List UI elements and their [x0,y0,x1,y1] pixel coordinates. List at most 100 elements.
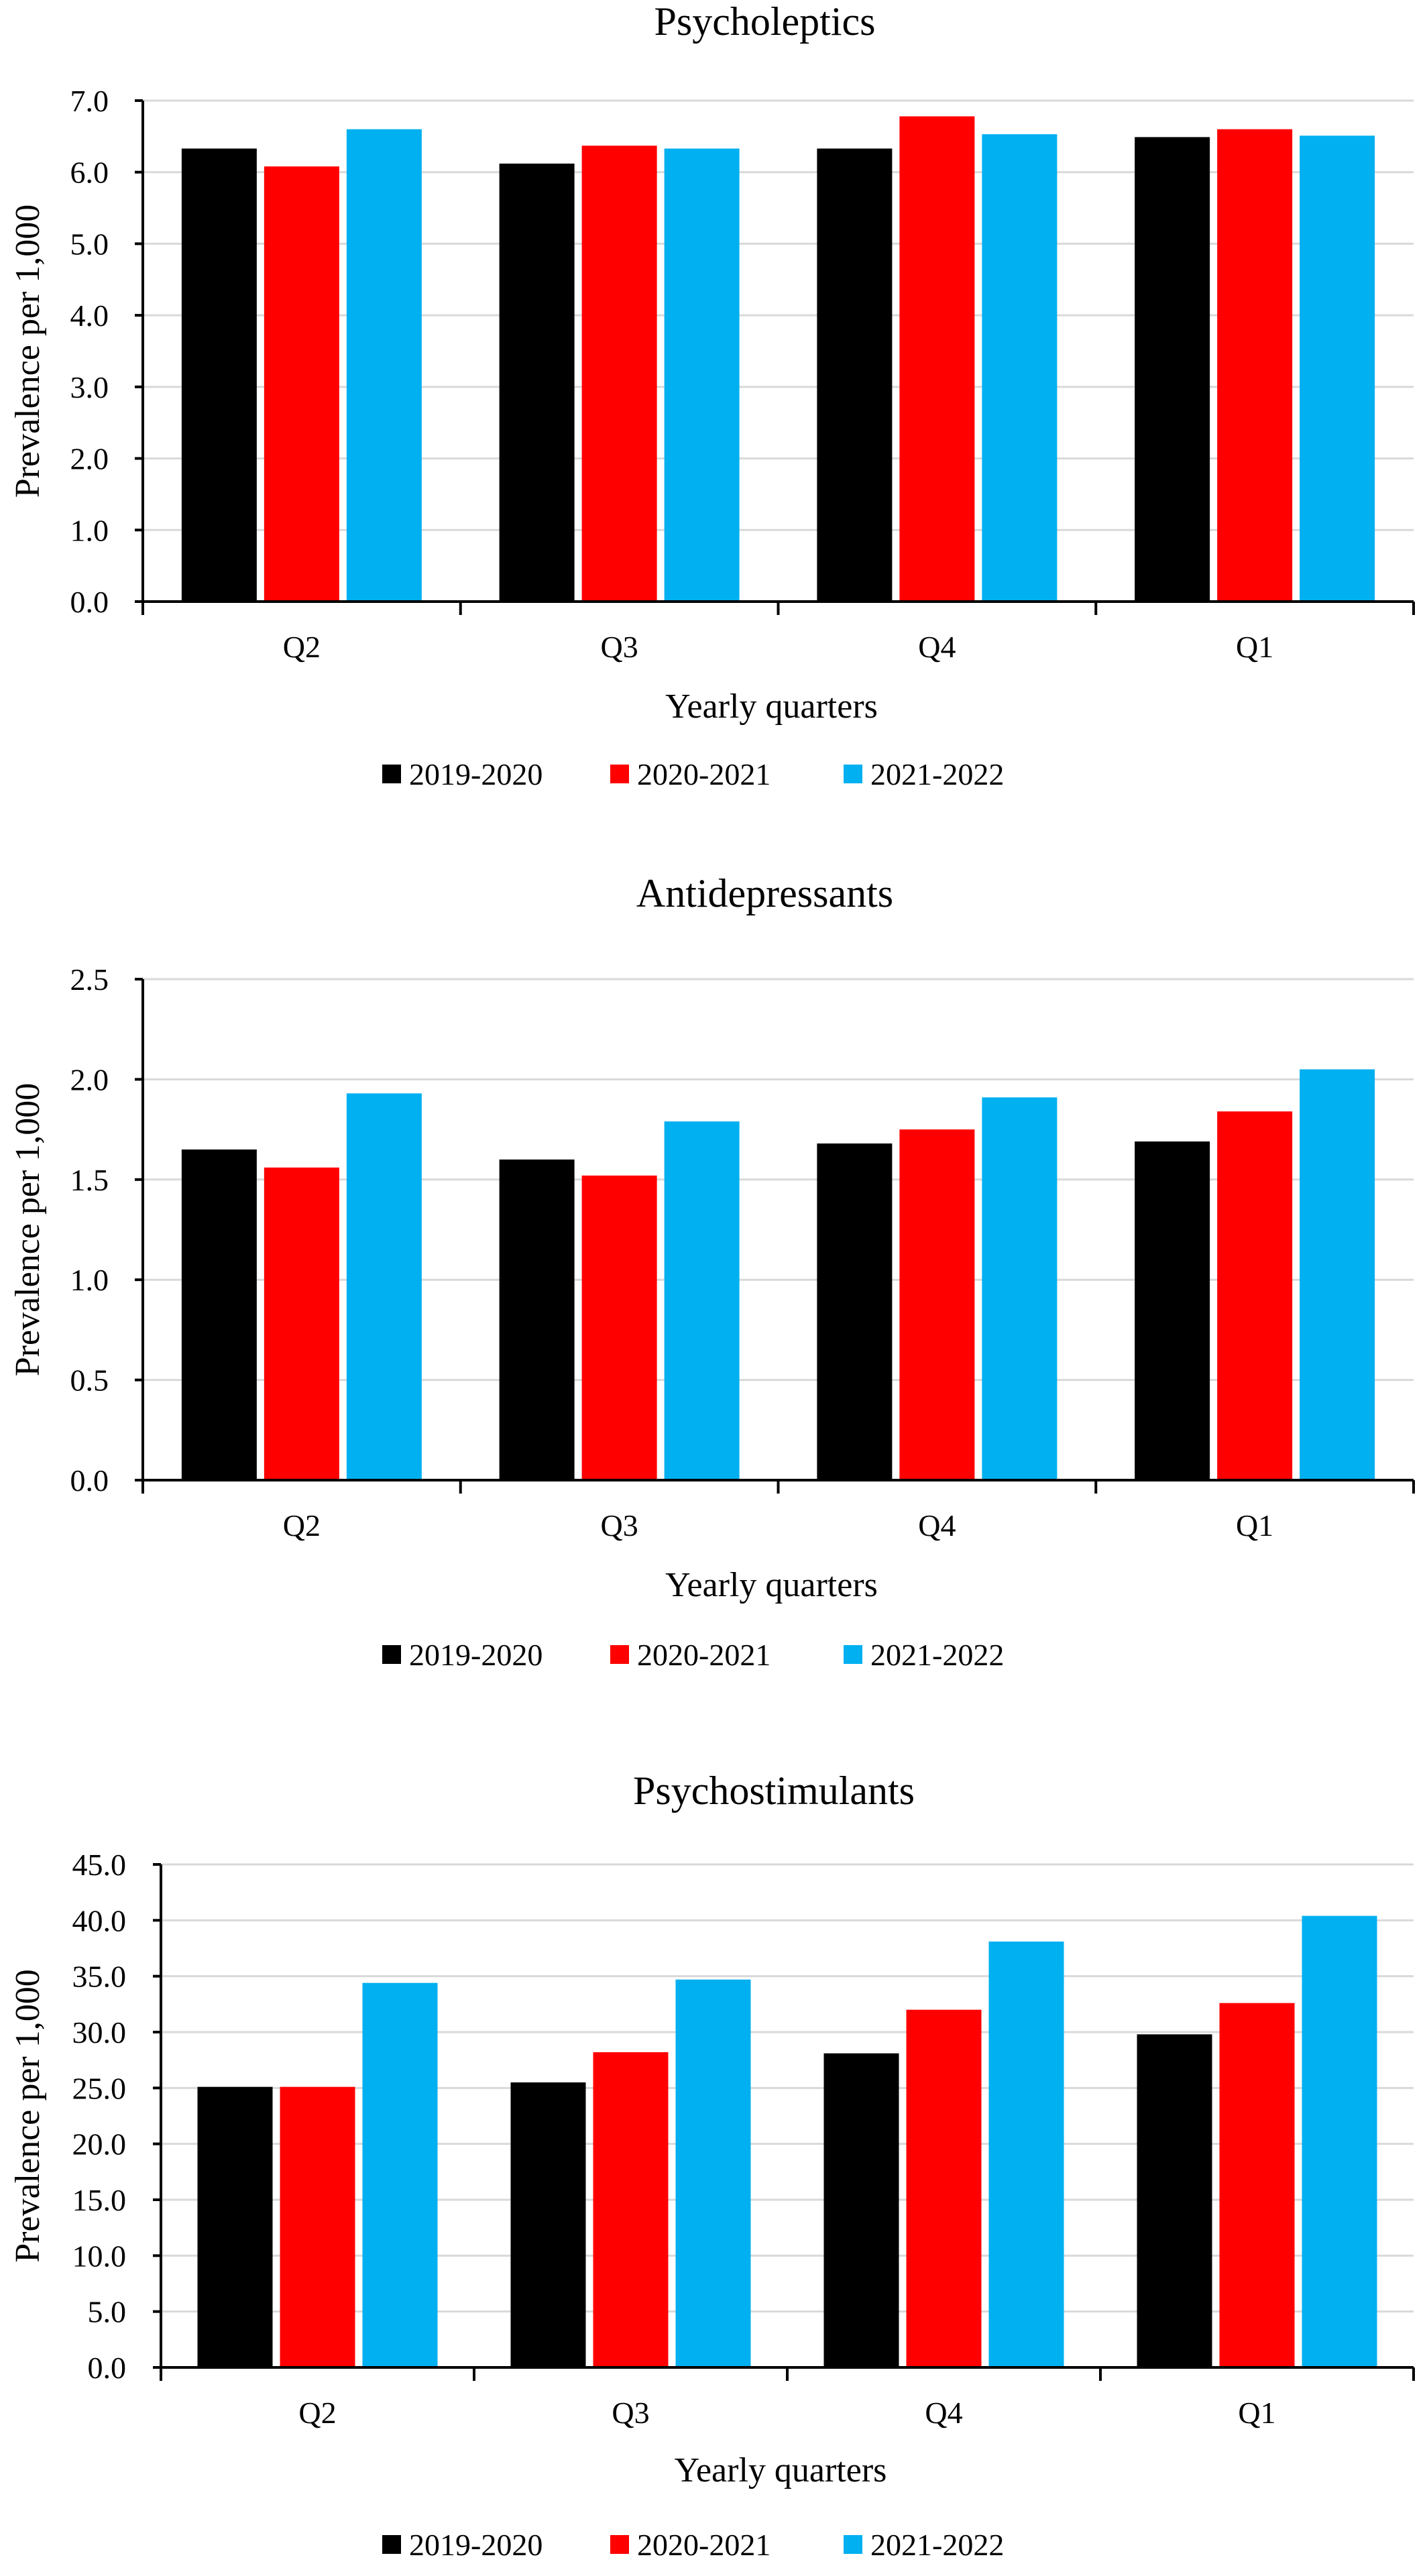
y-tick-label: 2.0 [70,442,109,476]
bar-2021-2022-Q2 [346,129,422,602]
x-category-label: Q3 [601,1508,638,1543]
x-category-label: Q1 [1236,630,1273,664]
legend-label: 2019-2020 [409,2528,543,2562]
y-tick-label: 35.0 [72,1960,127,1994]
chart-panel-3: Psychostimulants 0.0 5.0 10.0 15.0 20.0 25.0 30… [9,1769,1415,2562]
legend-swatch-2021-2022 [844,2535,862,2554]
x-category-label: Q4 [918,1508,956,1543]
bar-2021-2022-Q4 [982,134,1058,602]
bar-2019-2020-Q1 [1135,1141,1210,1480]
bar-2019-2020-Q1 [1135,137,1210,602]
x-category-label: Q2 [283,630,321,664]
legend-label: 2021-2022 [870,1638,1004,1672]
y-tick-label: 30.0 [72,2015,127,2050]
y-tick-label: 5.0 [88,2295,127,2329]
y-tick-label: 4.0 [70,298,109,333]
bar-2021-2022-Q3 [664,148,740,602]
bar-2020-2021-Q2 [264,166,339,602]
bar-2019-2020-Q1 [1137,2034,1212,2367]
y-tick-label: 5.0 [70,227,109,261]
bar-2019-2020-Q4 [817,1143,893,1480]
x-category-label: Q3 [612,2396,649,2430]
bar-2020-2021-Q4 [899,1129,975,1480]
y-axis-title: Prevalence per 1,000 [9,205,47,498]
y-tick-label: 45.0 [72,1848,127,1882]
legend: 2019-2020 2020-2021 2021-2022 [382,757,1004,791]
chart-title: Psycholeptics [654,0,876,44]
bar-2020-2021-Q1 [1217,1111,1293,1480]
y-tick-label: 2.5 [70,962,109,997]
y-tick-label: 40.0 [72,1903,127,1938]
legend-swatch-2019-2020 [382,765,401,783]
x-category-label: Q1 [1236,1508,1273,1543]
legend-label: 2021-2022 [870,2528,1004,2562]
y-tick-label: 1.0 [70,513,109,547]
bar-2020-2021-Q3 [593,2052,669,2367]
bar-2020-2021-Q2 [280,2086,355,2367]
bar-2021-2022-Q2 [346,1093,422,1480]
legend-label: 2019-2020 [409,757,543,791]
legend-label: 2020-2021 [637,757,770,791]
x-category-label: Q3 [601,630,638,664]
bar-2021-2022-Q2 [362,1982,438,2367]
x-category-label: Q2 [298,2396,336,2430]
chart-panel-2: Antidepressants 0.0 0.5 1.0 1.5 2.0 2.5 Q2 Q3 Q4 Q… [9,871,1415,1672]
bar-2021-2022-Q3 [664,1121,740,1480]
chart-panel-1: Psycholeptics 0.0 1.0 2.0 3.0 4.0 5.0 6.0 7.0 Q2 Q… [9,0,1415,791]
y-tick-label: 0.0 [70,585,109,619]
x-category-label: Q4 [925,2396,962,2430]
x-category-label: Q2 [283,1508,321,1543]
y-tick-label: 20.0 [72,2127,127,2162]
bar-2020-2021-Q2 [264,1167,339,1480]
bar-2021-2022-Q1 [1302,1915,1377,2367]
y-axis-title: Prevalence per 1,000 [9,1969,47,2262]
legend-swatch-2019-2020 [382,1645,401,1664]
bar-2020-2021-Q1 [1217,129,1293,602]
bar-2021-2022-Q1 [1300,1069,1375,1480]
chart-title: Antidepressants [636,871,893,915]
bar-2021-2022-Q4 [988,1942,1064,2367]
y-tick-label: 7.0 [70,84,109,118]
bar-2021-2022-Q3 [675,1979,751,2367]
bar-2019-2020-Q3 [499,1159,575,1480]
x-axis-title: Yearly quarters [675,2451,887,2489]
legend-label: 2021-2022 [870,757,1004,791]
bar-2019-2020-Q3 [499,163,575,602]
bar-2019-2020-Q2 [181,148,257,602]
y-tick-label: 3.0 [70,370,109,404]
bar-2019-2020-Q2 [181,1149,257,1480]
bar-2021-2022-Q1 [1300,135,1375,602]
bar-2020-2021-Q4 [906,2009,982,2367]
bar-2019-2020-Q4 [823,2053,899,2367]
legend-swatch-2021-2022 [844,1645,862,1664]
legend: 2019-2020 2020-2021 2021-2022 [382,2528,1004,2562]
legend: 2019-2020 2020-2021 2021-2022 [382,1638,1004,1672]
y-tick-label: 0.0 [70,1463,109,1498]
bar-2019-2020-Q4 [817,148,893,602]
y-tick-label: 10.0 [72,2239,127,2273]
legend-swatch-2021-2022 [844,765,862,783]
y-tick-label: 6.0 [70,156,109,190]
bar-2020-2021-Q3 [581,1175,657,1480]
bar-2021-2022-Q4 [982,1097,1058,1480]
y-tick-label: 2.0 [70,1062,109,1097]
chart-title: Psychostimulants [633,1769,915,1813]
bar-2019-2020-Q3 [510,2082,586,2367]
legend-swatch-2020-2021 [610,1645,629,1664]
y-tick-label: 25.0 [72,2071,127,2105]
x-category-label: Q4 [918,630,956,664]
legend-swatch-2019-2020 [382,2535,401,2554]
x-category-label: Q1 [1238,2396,1275,2430]
bar-2020-2021-Q4 [899,116,975,602]
bar-2020-2021-Q3 [581,146,657,602]
y-tick-label: 15.0 [72,2183,127,2217]
y-tick-label: 0.0 [88,2351,127,2385]
legend-label: 2019-2020 [409,1638,543,1672]
y-axis-title: Prevalence per 1,000 [9,1083,47,1376]
y-tick-label: 1.5 [70,1163,109,1197]
x-axis-title: Yearly quarters [665,687,878,726]
bar-2019-2020-Q2 [197,2086,273,2367]
y-tick-label: 0.5 [70,1363,109,1398]
y-tick-label: 1.0 [70,1263,109,1297]
